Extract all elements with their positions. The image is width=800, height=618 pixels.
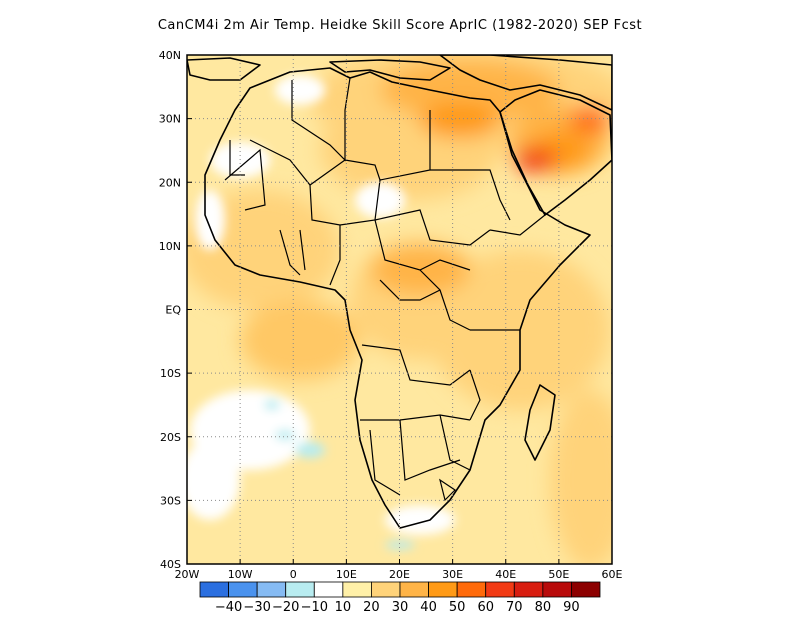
colorbar-label: 60 — [477, 600, 494, 615]
colorbar-swatch — [571, 581, 601, 598]
lon-tick-label: 60E — [602, 568, 623, 581]
lat-tick-label: 20N — [159, 176, 181, 189]
colorbar-swatch — [428, 581, 458, 598]
lat-tick-label: 30S — [160, 494, 181, 507]
colorbar — [199, 581, 601, 598]
colorbar-label: 20 — [363, 600, 380, 615]
map-frame — [186, 54, 613, 565]
colorbar-label: 50 — [449, 600, 466, 615]
colorbar-swatch — [342, 581, 372, 598]
colorbar-swatch — [256, 581, 287, 598]
colorbar-label: −40 — [215, 600, 242, 615]
lon-tick-label: 40E — [495, 568, 516, 581]
lat-tick-label: 40N — [159, 49, 181, 62]
lon-tick-label: 20W — [175, 568, 200, 581]
colorbar-labels: −40 −30 −20 −10 10 20 30 40 50 60 70 80 90 — [215, 600, 580, 615]
colorbar-swatch — [513, 581, 544, 598]
colorbar-label: −10 — [301, 600, 328, 615]
colorbar-label: 30 — [392, 600, 409, 615]
colorbar-swatch — [285, 581, 315, 598]
colorbar-label: 80 — [535, 600, 552, 615]
coastlines — [187, 55, 612, 529]
lat-tick-label: 10S — [160, 367, 181, 380]
colorbar-swatch — [199, 581, 229, 598]
lon-tick-label: 10E — [336, 568, 357, 581]
colorbar-swatch — [371, 581, 401, 598]
skill-shading — [187, 55, 612, 564]
lon-tick-label: 20E — [389, 568, 410, 581]
lon-tick-label: 50E — [548, 568, 569, 581]
graticule — [186, 54, 613, 565]
lat-tick-label: 30N — [159, 113, 181, 126]
colorbar-label: 10 — [335, 600, 352, 615]
colorbar-swatch — [485, 581, 515, 598]
colorbar-label: −20 — [272, 600, 299, 615]
colorbar-swatch — [228, 581, 258, 598]
colorbar-swatch — [456, 581, 487, 598]
lat-tick-label: 10N — [159, 240, 181, 253]
lat-tick-label: EQ — [165, 304, 181, 317]
colorbar-label: 90 — [563, 600, 580, 615]
country-borders — [224, 77, 546, 502]
lat-tick-label: 40S — [160, 558, 181, 571]
colorbar-label: 40 — [420, 600, 437, 615]
colorbar-swatch — [399, 581, 429, 598]
lon-tick-label: 30E — [442, 568, 463, 581]
colorbar-label: −30 — [243, 600, 270, 615]
longitude-labels: 20W 10W 0 10E 20E 30E 40E 50E 60E — [175, 568, 623, 581]
page-title: CanCM4i 2m Air Temp. Heidke Skill Score … — [157, 18, 643, 33]
lon-tick-label: 10W — [228, 568, 253, 581]
lon-tick-label: 0 — [290, 568, 297, 581]
colorbar-label: 70 — [506, 600, 523, 615]
colorbar-swatch — [542, 581, 572, 598]
colorbar-swatch — [313, 581, 344, 598]
lat-tick-label: 20S — [160, 431, 181, 444]
latitude-labels: 40N 30N 20N 10N EQ 10S 20S 30S 40S — [159, 49, 182, 571]
